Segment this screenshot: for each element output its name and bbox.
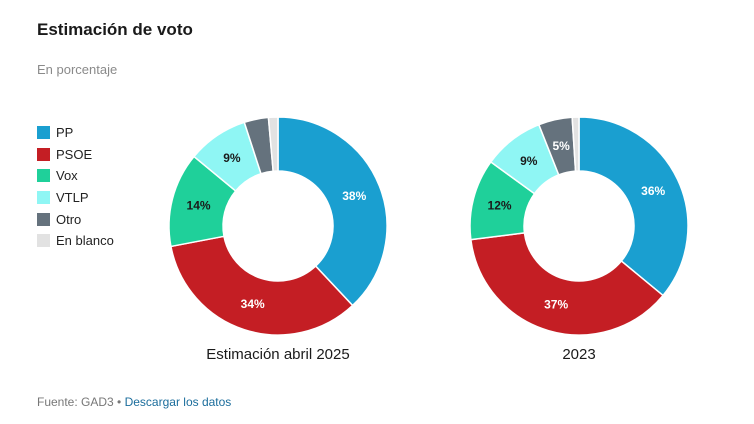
legend-label-vtlp: VTLP bbox=[56, 190, 89, 206]
legend-item-vox: Vox bbox=[37, 165, 114, 187]
legend-label-en-blanco: En blanco bbox=[56, 233, 114, 249]
legend-item-vtlp: VTLP bbox=[37, 187, 114, 209]
legend-item-en-blanco: En blanco bbox=[37, 230, 114, 252]
legend-swatch-vtlp bbox=[37, 191, 50, 205]
source-text: Fuente: GAD3 • bbox=[37, 395, 122, 409]
slice-pp bbox=[277, 116, 388, 307]
slice-pp bbox=[578, 116, 689, 297]
donut-chart-2023: 36% 37% 12% 9% 5% bbox=[469, 116, 689, 336]
data-label-vtlp: 9% bbox=[520, 154, 538, 168]
legend-item-otro: Otro bbox=[37, 208, 114, 230]
legend-label-vox: Vox bbox=[56, 168, 78, 184]
donut-chart-abril-2025: 38% 34% 14% 9% bbox=[168, 116, 388, 336]
legend-swatch-pp bbox=[37, 126, 50, 140]
data-label-vox: 14% bbox=[187, 199, 211, 213]
data-label-pp: 38% bbox=[342, 189, 366, 203]
data-label-vtlp: 9% bbox=[223, 151, 241, 165]
legend-item-pp: PP bbox=[37, 122, 114, 144]
legend-item-psoe: PSOE bbox=[37, 144, 114, 166]
donut-label-abril-2025: Estimación abril 2025 bbox=[206, 346, 350, 363]
legend-swatch-otro bbox=[37, 212, 50, 226]
download-data-link[interactable]: Descargar los datos bbox=[124, 395, 232, 409]
data-label-psoe: 34% bbox=[241, 297, 265, 311]
legend: PP PSOE Vox VTLP Otro En blanco bbox=[37, 122, 114, 252]
slice-psoe bbox=[470, 232, 665, 336]
data-label-pp: 36% bbox=[641, 184, 665, 198]
data-label-psoe: 37% bbox=[544, 298, 568, 312]
legend-label-otro: Otro bbox=[56, 211, 82, 227]
chart-title: Estimación de voto bbox=[37, 20, 193, 39]
legend-label-psoe: PSOE bbox=[56, 146, 93, 162]
legend-swatch-vox bbox=[37, 169, 50, 183]
data-label-otro: 5% bbox=[552, 139, 570, 153]
chart-subtitle: En porcentaje bbox=[37, 62, 118, 77]
slice-en-blanco bbox=[267, 116, 279, 173]
data-label-vox: 12% bbox=[488, 199, 512, 213]
legend-swatch-en-blanco bbox=[37, 234, 50, 248]
legend-swatch-psoe bbox=[37, 147, 50, 161]
legend-label-pp: PP bbox=[56, 125, 74, 141]
slice-en-blanco bbox=[571, 116, 580, 172]
slice-psoe bbox=[170, 235, 354, 336]
footer: Fuente: GAD3 • Descargar los datos bbox=[37, 395, 231, 409]
donut-label-2023: 2023 bbox=[562, 346, 596, 363]
